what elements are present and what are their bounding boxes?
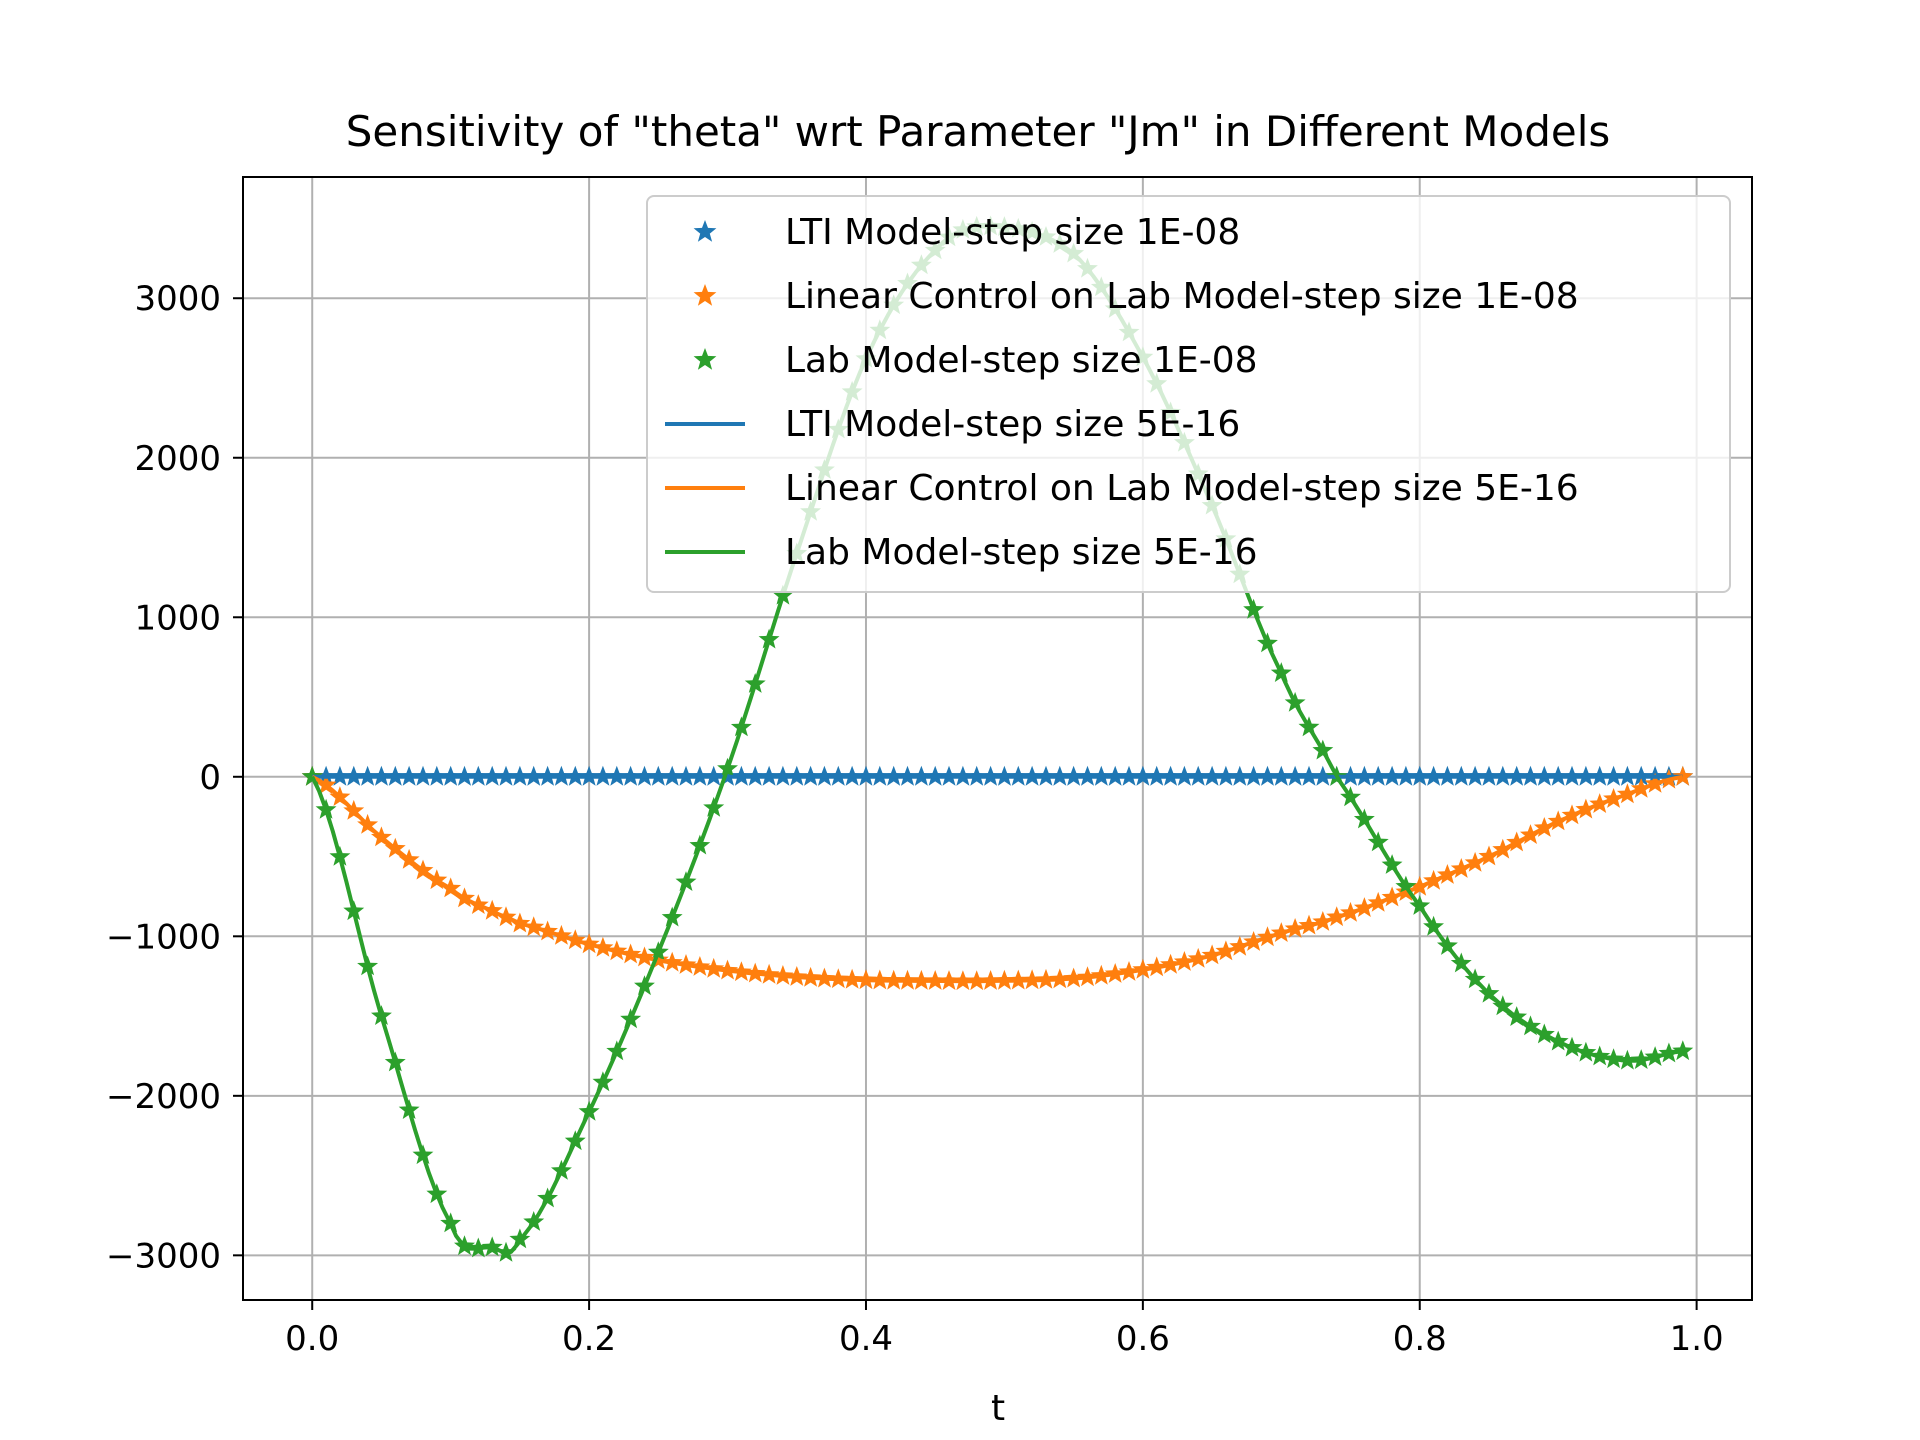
axis-ticks: 0.0 0.2 0.4 0.6 0.8 1.0 3000 2000 1000 0 −1000 −200… [106,279,1724,1359]
series-marker [1672,1040,1694,1061]
legend-frame [646,195,1731,593]
y-tick-label: 0 [199,758,221,798]
plot-frame [242,176,1753,1301]
legend: LTI Model-step size 1E-08 Linear Control … [646,195,1731,593]
y-tick-label: −1000 [106,917,221,957]
y-tick-label: −3000 [106,1236,221,1276]
x-tick-label: 0.8 [1393,1319,1447,1359]
series-line [311,774,1684,984]
legend-label: Linear Control on Lab Model-step size 1E… [785,276,1579,317]
legend-label: Linear Control on Lab Model-step size 5E… [785,468,1579,509]
x-tick-label: 0.6 [1116,1319,1170,1359]
legend-label: Lab Model-step size 1E-08 [785,340,1258,381]
legend-marker [693,284,717,306]
x-tick-label: 0.0 [285,1319,339,1359]
legend-marker [693,348,717,370]
chart-title: Sensitivity of "theta" wrt Parameter "Jm… [346,107,1611,156]
y-tick-label: 2000 [134,439,221,479]
y-tick-label: 1000 [134,598,221,638]
legend-marker [693,220,717,242]
y-tick-label: 3000 [134,279,221,319]
x-tick-label: 1.0 [1670,1319,1724,1359]
x-tick-label: 0.2 [562,1319,616,1359]
x-axis-label: t [991,1388,1005,1429]
legend-label: LTI Model-step size 1E-08 [785,212,1240,253]
x-tick-label: 0.4 [839,1319,893,1359]
legend-label: Lab Model-step size 5E-16 [785,532,1258,573]
legend-label: LTI Model-step size 5E-16 [785,404,1240,445]
y-tick-label: −2000 [106,1077,221,1117]
